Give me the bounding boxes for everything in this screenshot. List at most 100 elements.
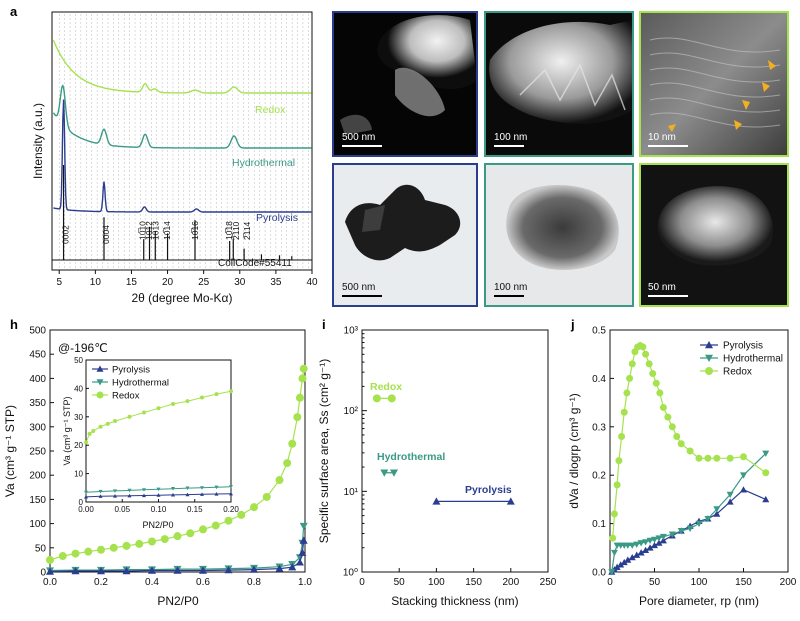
inset-point-redox (156, 406, 161, 411)
xrd-peak-label: 10̅13 (150, 221, 160, 240)
pore-x-tick-label: 0 (607, 577, 613, 588)
isotherm-point-pyrolysis (122, 567, 131, 575)
pore-point-redox (713, 454, 721, 462)
isotherm-point-pyrolysis (298, 548, 307, 556)
pore-point-hydrothermal (633, 541, 641, 548)
pore-ticks: 0 50 100 150 200 0.0 0.1 0.2 0.3 0.4 0.5 (592, 326, 797, 589)
pore-point-redox (726, 454, 734, 462)
inset-point-pyrolysis (185, 492, 190, 497)
isotherm-inset: 0.00 0.05 0.10 0.15 0.20 0 10 20 30 40 50 Pyrolysi… (62, 356, 239, 530)
isotherm-y-tick-label: 350 (29, 398, 46, 409)
isotherm-point-redox (224, 516, 233, 525)
isotherm-point-pyrolysis (97, 567, 105, 575)
surface-label-pyrolysis: Pyrolysis (465, 484, 512, 496)
isotherm-point-redox (109, 543, 118, 552)
image-b-frame (332, 11, 478, 157)
isotherm-point-redox (299, 364, 308, 373)
pore-x-tick-label: 150 (735, 577, 752, 588)
surface-point-redox (387, 394, 396, 403)
panel-label-i: i (322, 317, 326, 332)
inset-y-axis-title: Va (cm³ g⁻¹ STP) (62, 396, 72, 465)
inset-legend: Pyrolysis Hydrothermal Redox (92, 365, 169, 402)
isotherm-point-redox (71, 549, 80, 558)
image-panel-f: 100 nm (484, 163, 634, 307)
image-d-frame (639, 11, 789, 157)
inset-y-tick-label: 50 (74, 356, 83, 365)
surface-area-series (372, 394, 515, 505)
surface-x-tick-label: 200 (502, 577, 519, 588)
pore-legend-label: Pyrolysis (723, 341, 763, 352)
panel-i-frame (361, 329, 549, 573)
image-panel-g: 50 nm (639, 163, 789, 307)
isotherm-point-redox (199, 525, 207, 534)
inset-point-redox (87, 431, 92, 436)
surface-point-pyrolysis (432, 497, 441, 505)
inset-point-pyrolysis (171, 492, 175, 497)
xrd-peak-label: 2̅110 (231, 221, 241, 240)
inset-point-hydrothermal (156, 487, 161, 492)
isotherm-point-redox (262, 492, 271, 501)
xrd-x-tick-label: 40 (306, 277, 318, 288)
xrd-peak-label: 0004 (101, 225, 111, 244)
pore-point-pyrolysis (659, 537, 667, 544)
pore-point-redox (623, 389, 631, 397)
pore-legend-swatch-marker (705, 354, 713, 362)
pore-point-redox (677, 440, 685, 448)
surface-point-pyrolysis (506, 497, 515, 505)
pore-point-hydrothermal (628, 542, 636, 549)
surface-y-tick-label: 10³ (344, 326, 359, 337)
xrd-peak-label: 2̅114 (242, 221, 252, 240)
pore-point-pyrolysis (642, 546, 650, 554)
inset-point-redox (105, 421, 110, 426)
inset-point-pyrolysis (127, 493, 132, 498)
pore-point-pyrolysis (628, 553, 636, 561)
isotherm-y-tick-label: 250 (29, 447, 46, 458)
pore-point-pyrolysis (646, 544, 654, 551)
pore-y-tick-label: 0.3 (592, 422, 606, 433)
inset-y-tick-label: 40 (74, 384, 83, 393)
isotherm-y-tick-label: 100 (29, 519, 46, 530)
isotherm-x-tick-label: 0.2 (94, 577, 108, 588)
pore-point-redox (656, 389, 664, 397)
inset-x-tick-label: 0.20 (223, 505, 239, 514)
xrd-peak-label: 0002 (61, 225, 71, 244)
surface-point-hydrothermal (380, 469, 389, 477)
isotherm-point-pyrolysis (224, 566, 233, 574)
surface-y-tick-label: 10² (344, 406, 359, 417)
inset-point-pyrolysis (214, 492, 219, 496)
isotherm-point-redox (160, 535, 169, 544)
pore-point-hydrothermal (637, 540, 645, 547)
inset-series (84, 389, 233, 499)
inset-legend-label: Redox (112, 391, 140, 402)
pore-series (608, 341, 770, 576)
isotherm-point-pyrolysis (71, 567, 80, 575)
inset-x-tick-label: 0.05 (114, 505, 130, 514)
pore-y-tick-label: 0.0 (592, 568, 606, 579)
isotherm-y-tick-label: 450 (29, 350, 46, 361)
isotherm-x-axis-title: PN2/P0 (157, 594, 199, 608)
inset-point-redox (98, 424, 103, 429)
inset-point-hydrothermal (84, 490, 88, 495)
xrd-redox-curve (52, 39, 312, 94)
pore-point-hydrothermal (668, 531, 676, 538)
pore-point-pyrolysis (637, 549, 645, 556)
pore-point-redox (610, 510, 618, 518)
isotherm-point-redox (211, 521, 220, 530)
panel-j-pore-distribution: 0 50 100 150 200 0.0 0.1 0.2 0.3 0.4 0.5 Pyrolysis… (567, 326, 797, 609)
isotherm-point-pyrolysis (295, 558, 304, 566)
pore-legend-swatch-marker (705, 341, 713, 349)
isotherm-point-redox (186, 529, 195, 538)
inset-point-hydrothermal (229, 485, 233, 489)
pore-point-redox (686, 447, 694, 455)
pore-point-hydrothermal (655, 535, 663, 542)
inset-y-tick-label: 10 (74, 470, 83, 479)
inset-x-axis-title: PN2/P0 (142, 520, 173, 530)
pore-point-hydrothermal (624, 542, 632, 549)
inset-point-hydrothermal (113, 489, 117, 493)
scale-bar-g: 50 nm (648, 282, 676, 293)
panel-label-h: h (10, 317, 18, 332)
pore-point-hydrothermal (608, 569, 616, 576)
pore-point-hydrothermal (677, 528, 685, 535)
isotherm-ticks: 0.0 0.2 0.4 0.6 0.8 1.00501001502002503003504… (29, 326, 312, 589)
isotherm-point-redox (288, 439, 297, 448)
